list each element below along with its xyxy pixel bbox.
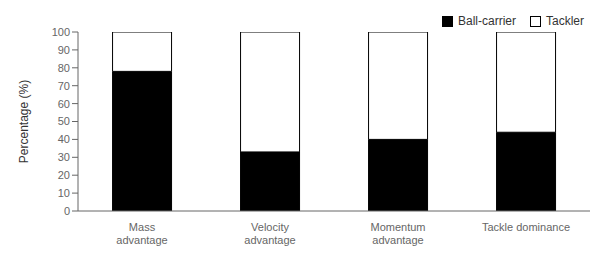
html-text:Tackler: Tackler xyxy=(546,14,584,28)
svg-text:90: 90 xyxy=(58,44,70,56)
svg-text:Tackle dominance: Tackle dominance xyxy=(482,221,570,233)
svg-text:Massadvantage: Massadvantage xyxy=(116,221,167,246)
svg-text:40: 40 xyxy=(58,133,70,145)
svg-text:60: 60 xyxy=(58,98,70,110)
svg-text:100: 100 xyxy=(52,26,70,38)
svg-text:50: 50 xyxy=(58,115,70,127)
svg-text:20: 20 xyxy=(58,169,70,181)
html-text:Ball-carrier: Ball-carrier xyxy=(458,14,516,28)
svg-text:30: 30 xyxy=(58,151,70,163)
svg-text:0: 0 xyxy=(64,205,70,217)
svg-text:Momentumadvantage: Momentumadvantage xyxy=(370,221,425,246)
svg-text:10: 10 xyxy=(58,187,70,199)
svg-text:70: 70 xyxy=(58,80,70,92)
svg-text:Percentage (%): Percentage (%) xyxy=(17,80,31,163)
svg-text:Velocityadvantage: Velocityadvantage xyxy=(244,221,295,246)
svg-text:80: 80 xyxy=(58,62,70,74)
